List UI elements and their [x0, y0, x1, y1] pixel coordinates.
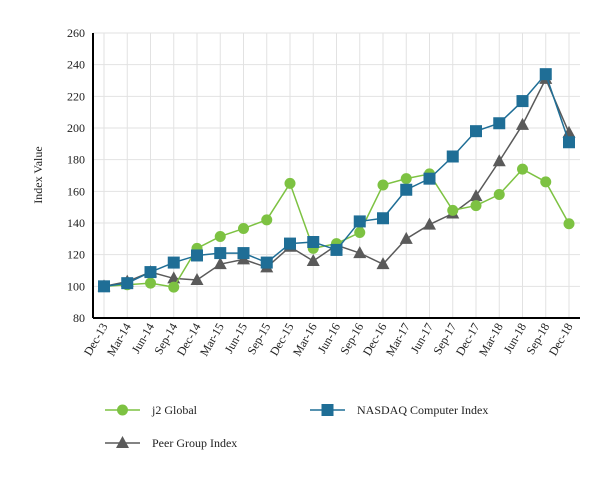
- data-point: [214, 247, 227, 260]
- legend: j2 Global NASDAQ Computer Index Peer Group…: [105, 403, 488, 450]
- data-point: [470, 125, 482, 138]
- data-point: [516, 95, 529, 108]
- series-nasdaq-computer-index: [98, 68, 575, 293]
- y-tick-label: 140: [67, 216, 85, 230]
- legend-label: Peer Group Index: [152, 436, 237, 450]
- data-point: [423, 172, 436, 185]
- data-point: [284, 237, 296, 250]
- y-tick-label: 180: [67, 153, 85, 167]
- x-tick-label: Mar-14: [104, 321, 134, 359]
- data-point: [144, 266, 157, 279]
- data-point: [470, 200, 482, 212]
- x-tick-label: Mar-18: [476, 321, 506, 359]
- y-tick-label: 120: [67, 248, 85, 262]
- data-point: [447, 204, 459, 216]
- data-point: [145, 277, 156, 289]
- y-tick-label: 160: [67, 184, 85, 198]
- y-tick-label: 200: [67, 121, 85, 135]
- data-point: [423, 217, 436, 230]
- data-point: [191, 249, 203, 262]
- legend-item: NASDAQ Computer Index: [310, 403, 488, 417]
- series: [97, 68, 576, 293]
- data-point: [539, 68, 552, 81]
- y-tick-label: 220: [67, 89, 85, 103]
- legend-marker: [116, 436, 129, 448]
- data-point: [98, 280, 110, 293]
- legend-marker: [321, 404, 334, 416]
- legend-label: j2 Global: [151, 403, 198, 417]
- data-point: [260, 256, 273, 269]
- data-point: [563, 218, 575, 230]
- data-point: [214, 230, 226, 242]
- y-tick-label: 240: [67, 58, 85, 72]
- x-tick-label: Mar-16: [290, 321, 320, 359]
- data-point: [213, 257, 227, 270]
- data-point: [376, 257, 390, 270]
- y-tick-label: 100: [67, 279, 85, 293]
- legend-item: j2 Global: [105, 403, 198, 417]
- data-point: [446, 150, 459, 163]
- legend-label: NASDAQ Computer Index: [357, 403, 488, 417]
- data-point: [399, 231, 413, 244]
- data-point: [237, 247, 250, 260]
- x-tick-label: Dec-18: [546, 321, 576, 359]
- data-point: [353, 246, 367, 259]
- data-point: [354, 227, 366, 238]
- data-point: [516, 117, 529, 130]
- data-point: [400, 183, 413, 196]
- data-point: [493, 117, 506, 130]
- data-point: [190, 273, 204, 285]
- y-tick-label: 80: [73, 311, 85, 325]
- y-tick-label: 260: [67, 26, 85, 40]
- data-point: [493, 189, 505, 200]
- data-point: [353, 215, 366, 228]
- grid: [93, 32, 580, 319]
- data-point: [540, 176, 552, 188]
- data-point: [492, 154, 506, 167]
- data-point: [377, 212, 389, 225]
- data-point: [377, 179, 389, 191]
- x-tick-label: Mar-15: [197, 321, 227, 359]
- data-point: [168, 281, 180, 293]
- data-point: [517, 163, 528, 175]
- data-point: [307, 236, 320, 248]
- legend-item: Peer Group Index: [105, 436, 237, 450]
- data-point: [238, 223, 249, 235]
- data-point: [563, 136, 575, 149]
- data-point: [400, 173, 412, 185]
- data-point: [469, 189, 483, 202]
- data-point: [121, 277, 134, 290]
- legend-marker: [117, 404, 128, 416]
- y-axis-label: Index Value: [31, 146, 45, 203]
- x-tick-label: Mar-17: [383, 321, 413, 359]
- data-point: [261, 214, 273, 226]
- data-point: [167, 256, 180, 269]
- data-point: [284, 177, 296, 189]
- data-point: [330, 243, 343, 256]
- data-point: [306, 254, 320, 266]
